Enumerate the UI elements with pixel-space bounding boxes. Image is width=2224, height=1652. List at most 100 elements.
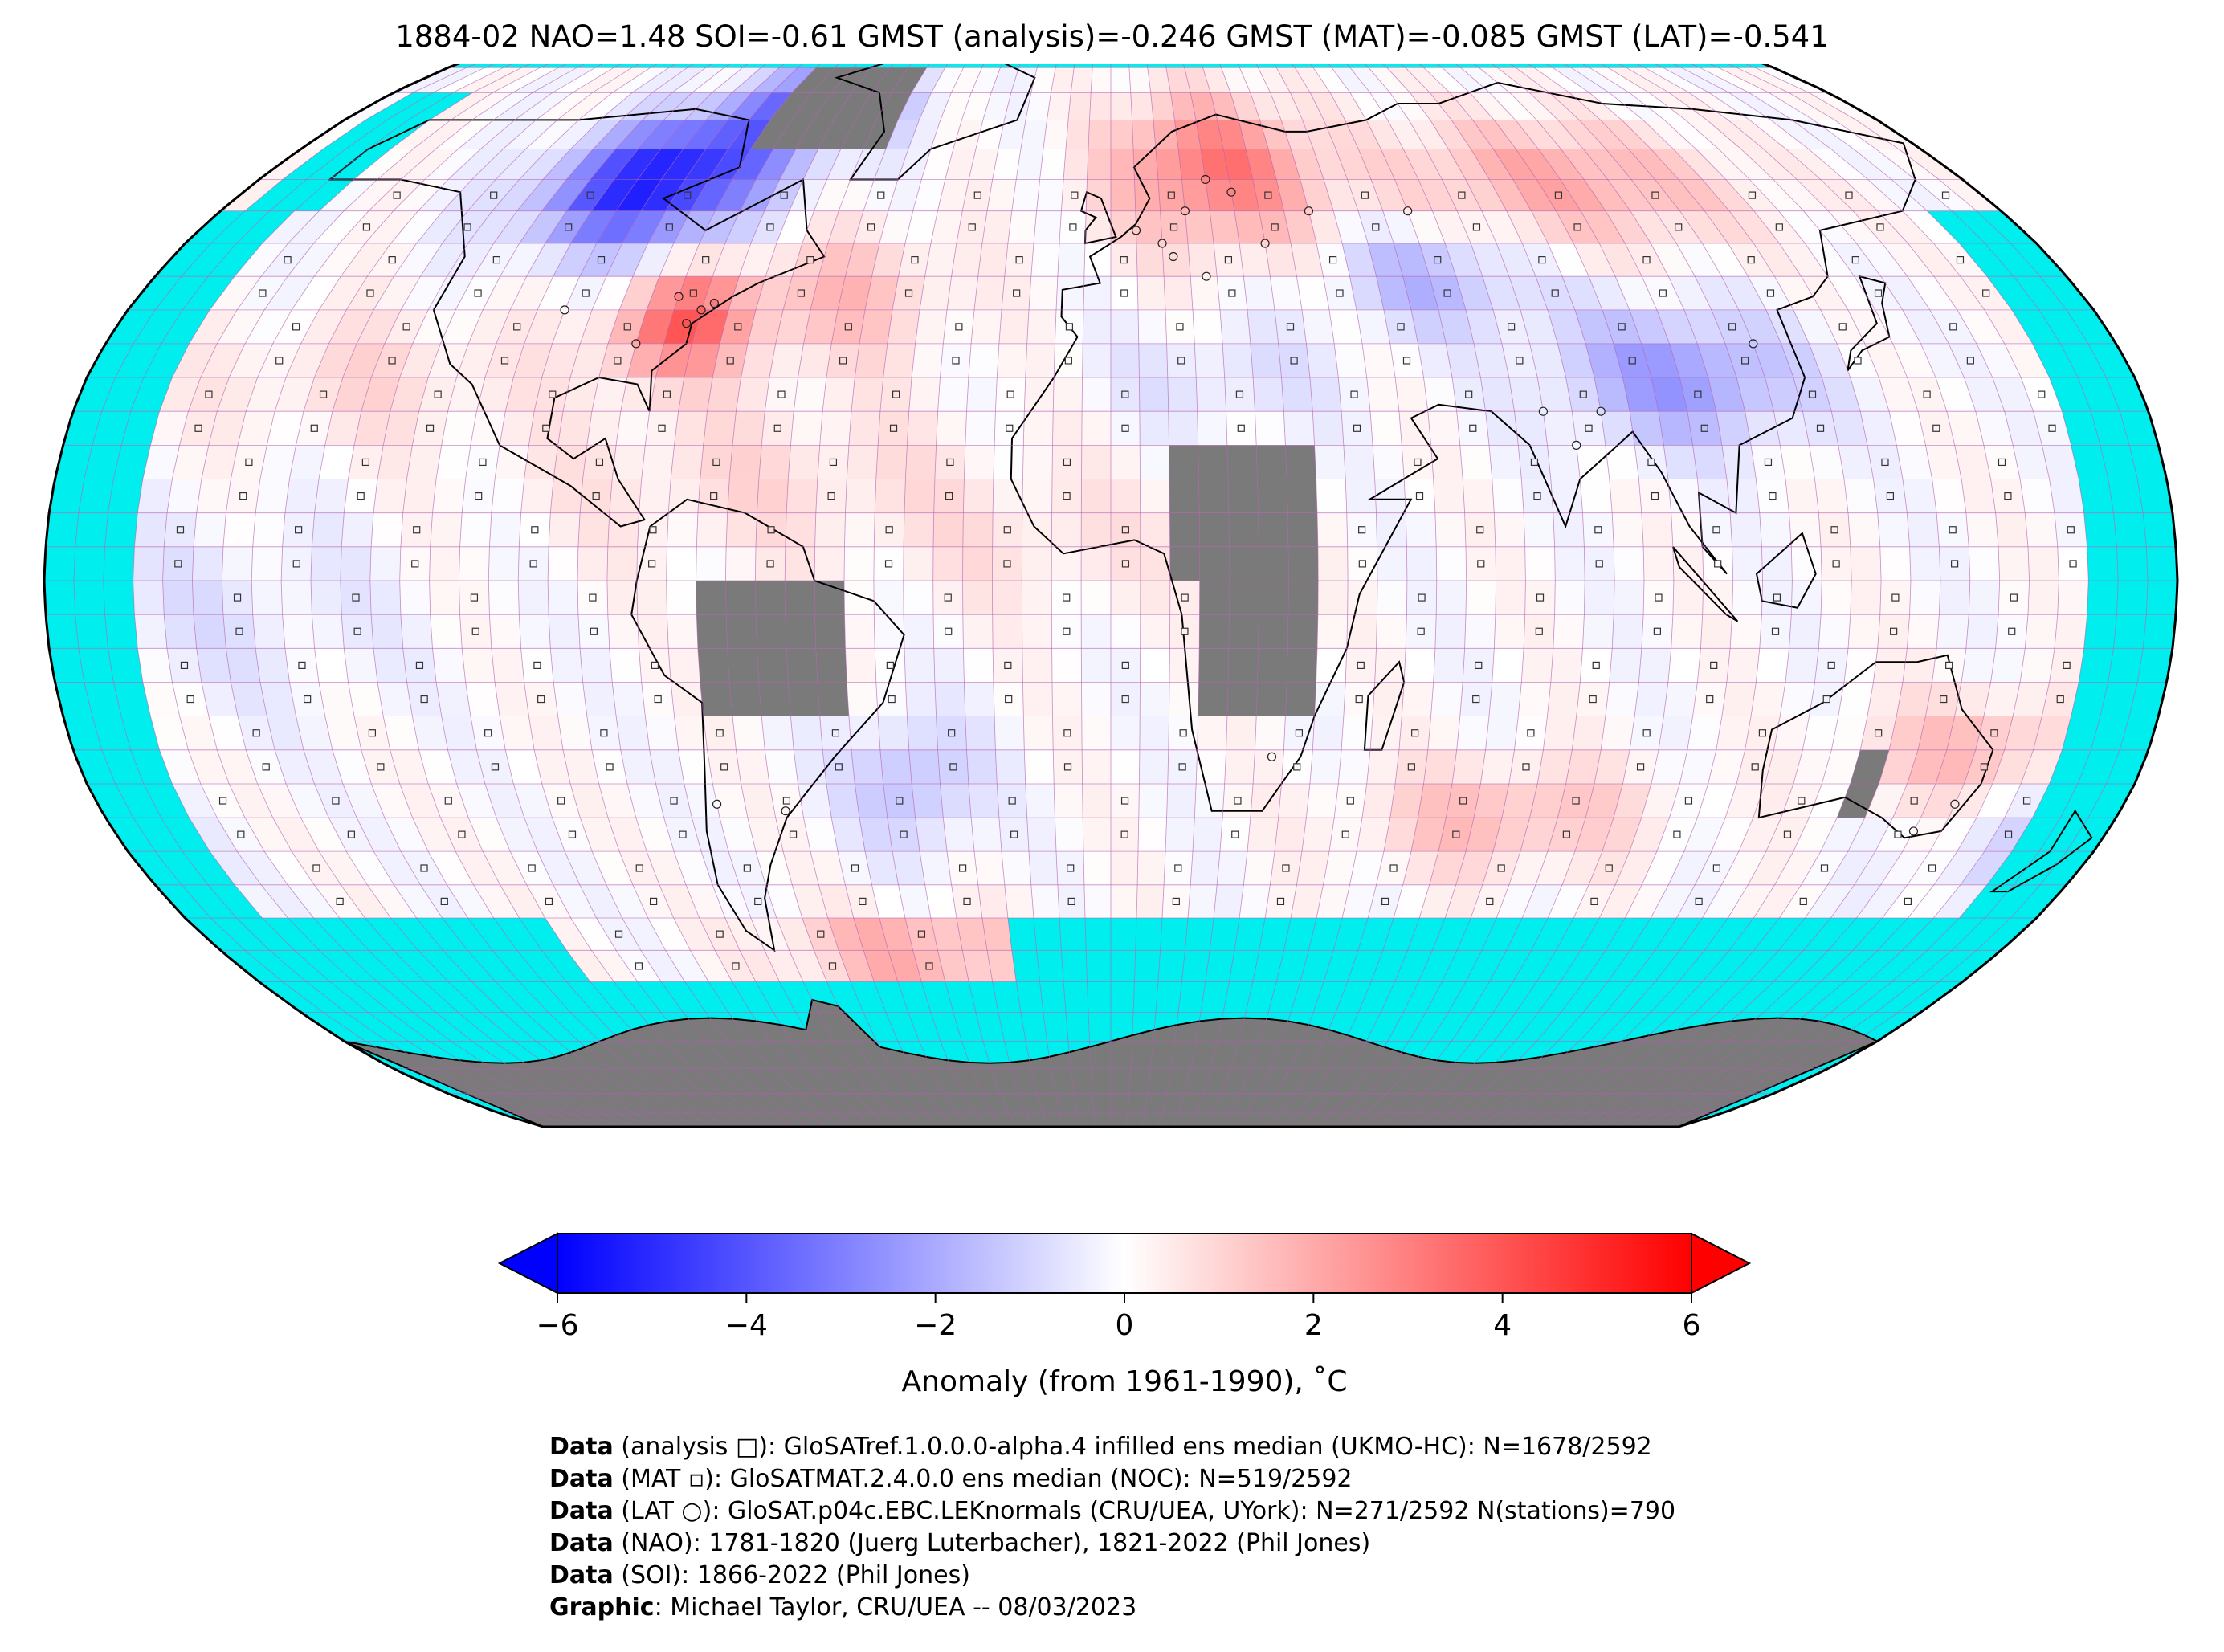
- grid-cell: [798, 343, 832, 377]
- grid-cell: [78, 479, 114, 513]
- grid-cell: [1779, 243, 1828, 277]
- grid-cell: [259, 981, 324, 1013]
- analysis-marker: [1998, 458, 2006, 467]
- grid-cell: [1265, 243, 1297, 277]
- grid-cell: [1726, 648, 1760, 683]
- grid-cell: [294, 179, 354, 211]
- grid-cell: [1456, 716, 1489, 750]
- analysis-marker: [1167, 191, 1175, 199]
- analysis-marker: [1067, 864, 1075, 872]
- grid-cell: [1961, 648, 1996, 683]
- grid-cell: [1494, 512, 1525, 547]
- grid-cell: [113, 682, 151, 716]
- grid-cell: [324, 411, 361, 446]
- grid-cell: [1434, 614, 1466, 649]
- grid-cell: [1556, 918, 1600, 951]
- grid-cell: [1630, 210, 1677, 243]
- grid-cell: [1802, 716, 1838, 750]
- analysis-marker: [491, 763, 500, 771]
- analysis-marker: [1950, 560, 1959, 568]
- grid-cell: [491, 648, 524, 683]
- analysis-marker: [1642, 256, 1651, 264]
- grid-cell: [545, 918, 592, 951]
- grid-cell: [182, 276, 235, 310]
- grid-cell: [756, 276, 793, 310]
- grid-cell: [1210, 210, 1240, 243]
- grid-cell: [696, 614, 728, 649]
- grid-cell: [1700, 614, 1732, 649]
- analysis-marker: [239, 492, 247, 500]
- analysis-marker: [545, 897, 553, 905]
- grid-cell: [1198, 479, 1229, 513]
- grid-cell: [635, 818, 675, 852]
- station-marker: [712, 799, 722, 809]
- indonesia-borneo-outline: [1755, 532, 1817, 609]
- grid-cell: [1281, 120, 1314, 149]
- grid-cell: [1338, 749, 1370, 784]
- grid-cell: [2028, 581, 2059, 615]
- grid-cell: [1140, 581, 1170, 615]
- grid-cell: [1394, 884, 1430, 918]
- grid-cell: [1111, 445, 1141, 479]
- grid-cell: [1730, 614, 1762, 649]
- grid-cell: [930, 918, 963, 951]
- grid-cell: [641, 445, 675, 479]
- grid-cell: [154, 884, 211, 918]
- grid-cell: [892, 851, 925, 885]
- grid-cell: [1992, 377, 2034, 412]
- grid-cell: [1749, 179, 1804, 211]
- station-marker: [1180, 206, 1190, 216]
- grid-cell: [1470, 92, 1516, 120]
- grid-cell: [1920, 343, 1965, 377]
- station-marker: [1538, 406, 1548, 416]
- analysis-marker: [1816, 424, 1825, 432]
- grid-cell: [1547, 682, 1581, 716]
- grid-cell: [912, 343, 944, 377]
- grid-cell: [962, 546, 993, 581]
- grid-cell: [831, 818, 865, 852]
- grid-cell: [845, 648, 876, 683]
- grid-cell: [420, 243, 468, 277]
- analysis-marker: [1237, 424, 1245, 432]
- grid-cell: [827, 210, 863, 243]
- grid-cell: [275, 377, 315, 412]
- grid-cell: [436, 682, 471, 716]
- analysis-marker: [1910, 797, 1918, 805]
- grid-cell: [189, 818, 238, 852]
- grid-cell: [1671, 512, 1703, 547]
- grid-cell: [210, 210, 270, 243]
- analysis-marker: [1065, 323, 1074, 331]
- grid-cell: [1585, 343, 1623, 377]
- grid-cell: [741, 784, 776, 818]
- analysis-marker: [835, 763, 843, 771]
- grid-cell: [1856, 884, 1908, 918]
- analysis-marker: [312, 864, 320, 872]
- grid-cell: [930, 1012, 962, 1042]
- analysis-marker: [658, 424, 666, 432]
- grid-cell: [1022, 581, 1052, 615]
- grid-cell: [1696, 981, 1750, 1013]
- grid-cell: [1343, 445, 1375, 479]
- analysis-marker: [537, 695, 545, 704]
- grid-cell: [859, 309, 892, 344]
- grid-cell: [1915, 950, 1977, 982]
- grid-cell: [130, 749, 173, 784]
- grid-cell: [1850, 377, 1890, 412]
- analysis-marker: [1741, 357, 1749, 365]
- grid-cell: [803, 149, 841, 180]
- grid-cell: [471, 92, 533, 120]
- analysis-marker: [362, 223, 371, 231]
- grid-cell: [673, 210, 716, 243]
- grid-cell: [1287, 648, 1317, 683]
- grid-cell: [789, 179, 827, 211]
- analysis-marker: [1851, 256, 1859, 264]
- grid-cell: [803, 309, 838, 344]
- grid-cell: [1850, 581, 1882, 615]
- grid-cell: [1472, 120, 1516, 149]
- grid-cell: [963, 648, 994, 683]
- grid-cell: [483, 276, 527, 310]
- grid-cell: [1140, 546, 1170, 581]
- grid-cell: [1755, 1068, 1829, 1094]
- grid-cell: [1404, 648, 1435, 683]
- grid-cell: [1882, 243, 1934, 277]
